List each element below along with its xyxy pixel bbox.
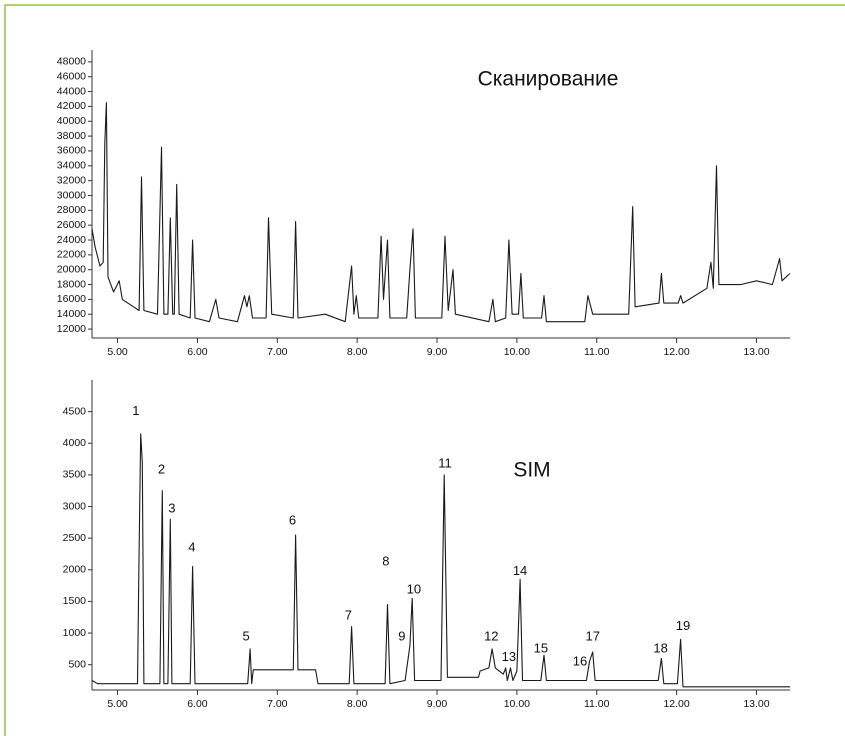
y-tick-label: 42000 <box>57 100 86 112</box>
peak-label: 7 <box>345 607 352 622</box>
x-tick-label: 7.00 <box>267 346 288 358</box>
x-tick-label: 8.00 <box>347 346 368 358</box>
y-tick-label: 1000 <box>63 627 87 639</box>
peak-label: 3 <box>168 500 175 515</box>
y-tick-label: 2500 <box>63 532 87 544</box>
y-tick-label: 44000 <box>57 85 86 97</box>
peak-label: 16 <box>573 654 587 669</box>
y-tick-label: 18000 <box>57 278 86 290</box>
peak-label: 13 <box>502 649 516 664</box>
y-tick-label: 32000 <box>57 174 86 186</box>
y-tick-label: 2000 <box>63 564 87 576</box>
y-tick-label: 36000 <box>57 145 86 157</box>
peak-label: 4 <box>188 539 195 554</box>
y-tick-label: 48000 <box>57 56 86 68</box>
y-tick-label: 14000 <box>57 308 86 320</box>
x-tick-label: 6.00 <box>187 698 208 710</box>
panel-title: SIM <box>513 459 550 482</box>
x-tick-label: 10.00 <box>504 698 530 710</box>
y-tick-label: 46000 <box>57 71 86 83</box>
y-tick-label: 4000 <box>63 437 87 449</box>
x-tick-label: 5.00 <box>107 346 128 358</box>
trace-line <box>91 102 791 323</box>
y-tick-label: 500 <box>68 658 86 670</box>
peak-label: 15 <box>534 640 548 655</box>
x-tick-label: 12.00 <box>663 346 689 358</box>
y-tick-label: 34000 <box>57 160 86 172</box>
y-tick-label: 1500 <box>63 595 87 607</box>
y-tick-label: 4500 <box>63 405 87 417</box>
y-tick-label: 3500 <box>63 469 87 481</box>
peak-label: 14 <box>513 563 527 578</box>
x-tick-label: 7.00 <box>267 698 288 710</box>
peak-label: 5 <box>243 628 250 643</box>
peak-label: 12 <box>484 628 498 643</box>
y-tick-label: 26000 <box>57 219 86 231</box>
y-tick-label: 30000 <box>57 189 86 201</box>
peak-label: 8 <box>382 554 389 569</box>
x-tick-label: 9.00 <box>427 698 448 710</box>
y-tick-label: 12000 <box>57 323 86 335</box>
x-tick-label: 13.00 <box>743 698 769 710</box>
y-tick-label: 38000 <box>57 130 86 142</box>
peak-label: 9 <box>398 628 405 643</box>
y-tick-label: 20000 <box>57 263 86 275</box>
y-tick-label: 24000 <box>57 234 86 246</box>
x-tick-label: 6.00 <box>187 346 208 358</box>
panel-title: Сканирование <box>478 68 619 91</box>
y-tick-label: 40000 <box>57 115 86 127</box>
peak-label: 17 <box>586 628 600 643</box>
peak-label: 11 <box>438 456 452 471</box>
y-tick-label: 22000 <box>57 249 86 261</box>
peak-label: 1 <box>132 403 139 418</box>
peak-label: 18 <box>653 640 667 655</box>
x-tick-label: 13.00 <box>743 346 769 358</box>
x-tick-label: 5.00 <box>107 698 128 710</box>
x-tick-label: 9.00 <box>427 346 448 358</box>
x-tick-label: 10.00 <box>504 346 530 358</box>
x-tick-label: 11.00 <box>584 698 610 710</box>
y-tick-label: 3000 <box>63 500 87 512</box>
peak-label: 6 <box>289 513 296 528</box>
frame-border <box>4 4 845 736</box>
x-tick-label: 11.00 <box>584 346 610 358</box>
y-tick-label: 28000 <box>57 204 86 216</box>
y-tick-label: 16000 <box>57 293 86 305</box>
x-tick-label: 12.00 <box>663 698 689 710</box>
peak-label: 19 <box>676 618 690 633</box>
peak-label: 10 <box>407 581 421 596</box>
x-tick-label: 8.00 <box>347 698 368 710</box>
peak-label: 2 <box>158 461 165 476</box>
trace-line <box>91 433 790 688</box>
